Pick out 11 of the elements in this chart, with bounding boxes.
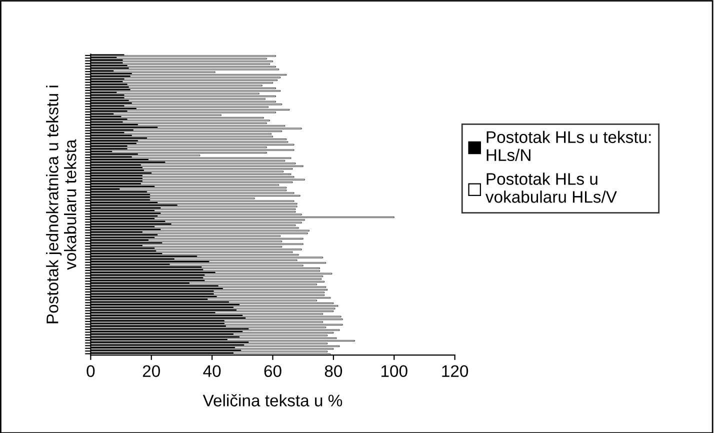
x-tick-label: 60 bbox=[264, 365, 282, 378]
x-tick-label: 20 bbox=[142, 365, 160, 378]
y-axis-title: Postotak jednokratnica u tekstu i vokabularu teksta bbox=[46, 86, 76, 324]
x-axis-title: Veličina teksta u % bbox=[202, 394, 342, 406]
legend-label: Postotak HLs u tekstu: HLs/N bbox=[486, 130, 651, 162]
x-tick-label: 40 bbox=[203, 365, 221, 378]
legend-label: Postotak HLs u vokabularu HLs/V bbox=[485, 172, 617, 203]
x-tick-label: 120 bbox=[442, 365, 468, 378]
x-tick-label: 0 bbox=[86, 365, 95, 378]
x-tick-label: 80 bbox=[324, 365, 342, 378]
x-tick-label: 100 bbox=[381, 365, 408, 378]
